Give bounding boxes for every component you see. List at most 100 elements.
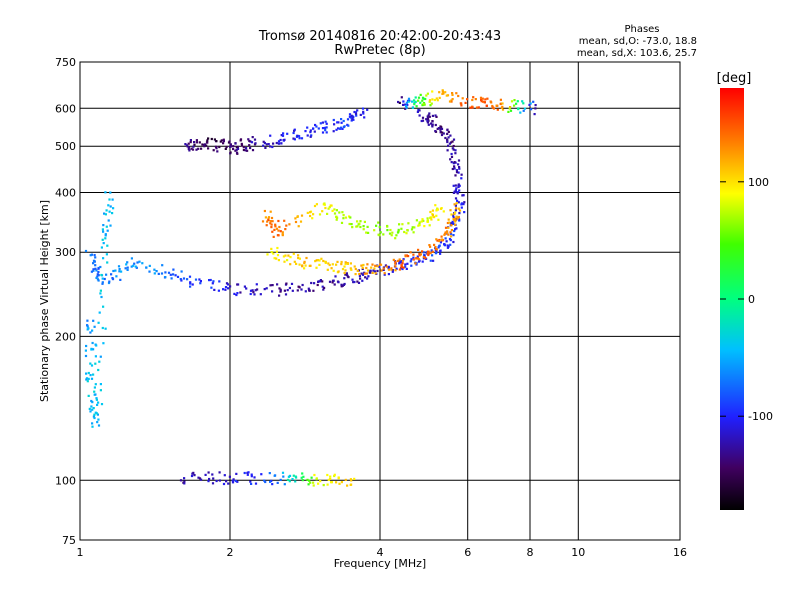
echo-point <box>96 413 99 416</box>
echo-point <box>97 424 101 427</box>
echo-point <box>277 142 280 145</box>
echo-point <box>105 225 108 228</box>
echo-point <box>435 97 438 100</box>
echo-point <box>301 472 304 475</box>
echo-point <box>203 143 206 147</box>
echo-point <box>288 480 291 483</box>
echo-point <box>223 474 226 477</box>
echo-point <box>438 245 441 248</box>
echo-point <box>446 230 449 233</box>
echo-point <box>245 147 248 150</box>
echo-point <box>198 278 201 281</box>
echo-point <box>254 289 257 292</box>
echo-point <box>437 246 440 249</box>
echo-point <box>106 261 109 264</box>
echo-point <box>358 274 361 278</box>
echo-point <box>287 475 290 478</box>
echo-point <box>324 261 327 264</box>
echo-point <box>452 144 455 148</box>
echo-point <box>457 215 460 219</box>
echo-point <box>418 114 421 117</box>
echo-point <box>197 476 200 479</box>
echo-point <box>435 115 438 118</box>
echo-point <box>457 184 460 187</box>
echo-point <box>198 477 202 480</box>
echo-point <box>310 476 313 479</box>
echo-point <box>229 145 232 148</box>
echo-point <box>100 246 103 249</box>
echo-point <box>314 260 317 263</box>
echo-point <box>451 167 454 171</box>
echo-point <box>254 142 257 145</box>
echo-point <box>303 261 306 265</box>
echo-point <box>442 132 445 135</box>
colorbar-ticks: 100 0 -100 <box>720 176 773 423</box>
echo-point <box>350 479 353 482</box>
echo-point <box>362 112 365 115</box>
echo-point <box>332 269 335 272</box>
echo-point <box>455 207 458 210</box>
echo-point <box>211 473 214 476</box>
echo-point <box>303 267 306 270</box>
echo-point <box>412 253 415 256</box>
echo-point <box>311 217 314 220</box>
echo-point <box>398 260 401 263</box>
echo-point <box>84 349 87 352</box>
echo-point <box>188 275 192 278</box>
echo-point <box>434 246 437 249</box>
echo-point <box>362 110 365 113</box>
echo-point <box>275 141 278 145</box>
echo-point <box>267 216 271 219</box>
echo-point <box>84 249 88 253</box>
echo-point <box>189 282 192 285</box>
echo-point <box>309 211 312 214</box>
echo-point <box>454 190 457 193</box>
echo-point <box>292 252 295 255</box>
echo-point <box>418 252 421 255</box>
echo-point <box>336 121 339 124</box>
echo-point <box>444 91 447 94</box>
echo-point <box>189 285 192 288</box>
echo-point <box>231 481 235 484</box>
echo-point <box>373 267 376 270</box>
echo-point <box>471 106 474 109</box>
colorbar-tick-label: 100 <box>748 176 769 189</box>
echo-point <box>419 101 422 104</box>
echo-point <box>183 480 186 483</box>
echo-point <box>294 217 297 220</box>
x-tick-label: 16 <box>673 546 687 559</box>
echo-point <box>382 267 385 270</box>
echo-point <box>337 127 340 130</box>
y-tick-labels: 75 100 200 300 400 500 600 750 <box>55 56 76 547</box>
echo-point <box>212 149 215 152</box>
echo-point <box>235 472 238 475</box>
echo-point <box>89 254 92 257</box>
echo-point <box>466 98 469 101</box>
echo-point <box>453 161 456 164</box>
echo-point <box>187 142 190 145</box>
echo-point <box>210 137 213 141</box>
echo-point <box>483 101 486 104</box>
echo-point <box>328 263 331 267</box>
echo-point <box>252 291 255 294</box>
echo-point <box>210 286 213 289</box>
echo-point <box>91 422 94 425</box>
echo-point <box>275 250 278 253</box>
echo-point <box>85 378 88 381</box>
echo-point <box>438 239 441 243</box>
echo-point <box>271 220 274 223</box>
echo-point <box>330 267 333 270</box>
echo-point <box>164 276 167 279</box>
echo-point <box>395 267 398 270</box>
echo-point <box>356 220 359 223</box>
echo-point <box>460 177 463 180</box>
echo-point <box>243 285 246 288</box>
echo-point <box>88 407 91 410</box>
echo-point <box>434 252 437 255</box>
echo-point <box>286 259 289 262</box>
echo-point <box>454 223 457 226</box>
echo-point <box>99 383 102 386</box>
echo-point <box>271 145 274 149</box>
echo-point <box>180 270 183 273</box>
echo-point <box>109 191 112 194</box>
